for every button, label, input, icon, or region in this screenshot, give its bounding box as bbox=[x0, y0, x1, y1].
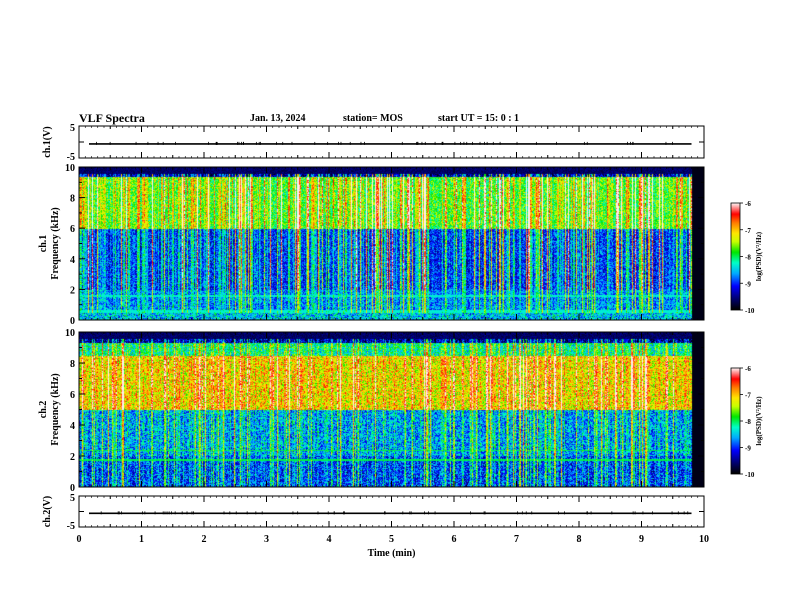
colorbar-tick-label: -7 bbox=[745, 392, 751, 400]
colorbar-tick-label: -9 bbox=[745, 445, 751, 453]
y-tick-label: 5 bbox=[70, 123, 75, 134]
y-axis-label: Frequency (kHz) bbox=[50, 207, 61, 279]
y-tick-label: -5 bbox=[67, 152, 75, 163]
y-axis-label: ch.1 bbox=[38, 235, 49, 253]
panel-frame-2 bbox=[78, 166, 705, 321]
y-tick-label: 0 bbox=[70, 316, 75, 327]
x-tick-label: 0 bbox=[77, 534, 82, 545]
y-tick-label: -5 bbox=[67, 521, 75, 532]
y-tick-label: 6 bbox=[70, 390, 75, 401]
colorbar-frame bbox=[730, 202, 741, 311]
x-axis-label: Time (min) bbox=[368, 548, 416, 559]
y-tick-label: 10 bbox=[65, 328, 75, 339]
y-tick-label: 10 bbox=[65, 163, 75, 174]
colorbar-frame bbox=[730, 367, 741, 475]
colorbar-label: log(PSD)(V²/Hz) bbox=[755, 396, 763, 446]
y-axis-label: Frequency (kHz) bbox=[50, 373, 61, 445]
y-tick-label: 4 bbox=[70, 421, 75, 432]
colorbar-tick-label: -10 bbox=[745, 471, 755, 479]
ch2-colorbar bbox=[731, 368, 740, 474]
ch1-colorbar bbox=[731, 203, 740, 310]
start-time-label: start UT = 15: 0 : 1 bbox=[438, 113, 520, 124]
y-axis-label: ch.1(V) bbox=[42, 126, 53, 157]
y-tick-label: 6 bbox=[70, 224, 75, 235]
colorbar-tick-label: -10 bbox=[745, 307, 755, 315]
ch2-spectrogram bbox=[79, 332, 704, 487]
panel-frame-3 bbox=[78, 331, 705, 488]
x-tick-label: 8 bbox=[577, 534, 582, 545]
x-tick-label: 1 bbox=[139, 534, 144, 545]
y-tick-label: 0 bbox=[70, 483, 75, 494]
y-tick-label: 8 bbox=[70, 194, 75, 205]
colorbar-tick-label: -9 bbox=[745, 280, 751, 288]
y-tick-label: 2 bbox=[70, 452, 75, 463]
chart-title: VLF Spectra bbox=[79, 111, 145, 125]
x-tick-label: 3 bbox=[264, 534, 269, 545]
x-tick-label: 4 bbox=[327, 534, 332, 545]
station-label: station= MOS bbox=[343, 113, 403, 124]
colorbar-tick-label: -7 bbox=[745, 227, 751, 235]
y-tick-label: 2 bbox=[70, 285, 75, 296]
colorbar-tick-label: -6 bbox=[745, 200, 751, 208]
colorbar-tick-label: -6 bbox=[745, 365, 751, 373]
date-label: Jan. 13, 2024 bbox=[250, 113, 306, 124]
y-axis-label: ch.2(V) bbox=[42, 496, 53, 527]
ch1-spectrogram bbox=[79, 167, 704, 320]
x-tick-label: 2 bbox=[202, 534, 207, 545]
colorbar-label: log(PSD)(V²/Hz) bbox=[755, 231, 763, 281]
colorbar-tick-label: -8 bbox=[745, 418, 751, 426]
y-axis-label: ch.2 bbox=[38, 401, 49, 419]
x-tick-label: 6 bbox=[452, 534, 457, 545]
y-tick-label: 5 bbox=[70, 493, 75, 504]
chart-header: VLF Spectra Jan. 13, 2024 station= MOS s… bbox=[0, 0, 792, 130]
y-tick-label: 4 bbox=[70, 255, 75, 266]
colorbar-tick-label: -8 bbox=[745, 254, 751, 262]
x-tick-label: 10 bbox=[699, 534, 709, 545]
x-tick-label: 9 bbox=[639, 534, 644, 545]
x-tick-label: 7 bbox=[514, 534, 519, 545]
x-tick-label: 5 bbox=[389, 534, 394, 545]
y-tick-label: 8 bbox=[70, 359, 75, 370]
